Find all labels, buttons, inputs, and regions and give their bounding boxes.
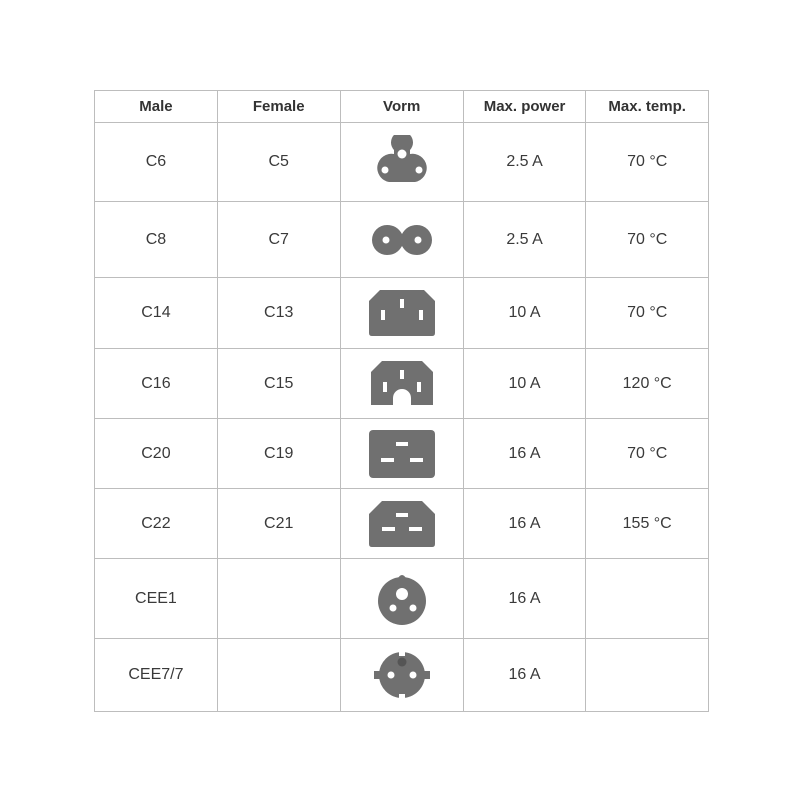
- table-row: C6 C5 2.5 A 70 °C: [94, 122, 709, 202]
- female-cell: C13: [216, 277, 341, 349]
- c5-cloverleaf-icon: [376, 135, 427, 182]
- shape-cell: [339, 277, 464, 349]
- header-male: Male: [94, 90, 218, 123]
- male-cell: CEE1: [94, 558, 218, 639]
- power-cell: 16 A: [462, 638, 587, 712]
- table-row: C20 C19 16 A 70 °C: [94, 418, 709, 489]
- table-row: C16 C15 10 A 120 °C: [94, 348, 709, 419]
- c15-icon: [370, 360, 433, 405]
- power-cell: 10 A: [462, 277, 587, 349]
- c19-icon: [368, 429, 435, 478]
- cee1-icon: [377, 574, 426, 625]
- male-cell: C16: [94, 348, 218, 419]
- temp-cell: [585, 638, 709, 712]
- temp-cell: [585, 558, 709, 639]
- power-cell: 2.5 A: [462, 122, 587, 202]
- shape-cell: [339, 201, 464, 278]
- male-cell: CEE7/7: [94, 638, 218, 712]
- shape-cell: [339, 418, 464, 489]
- female-cell: C7: [216, 201, 341, 278]
- male-cell: C8: [94, 201, 218, 278]
- header-max-temp: Max. temp.: [585, 90, 709, 123]
- power-cell: 10 A: [462, 348, 587, 419]
- temp-cell: 120 °C: [585, 348, 709, 419]
- cee7-7-icon: [373, 651, 430, 699]
- shape-cell: [339, 488, 464, 559]
- temp-cell: 70 °C: [585, 201, 709, 278]
- female-cell: C19: [216, 418, 341, 489]
- header-max-power: Max. power: [462, 90, 587, 123]
- table-row: C14 C13 10 A 70 °C: [94, 277, 709, 349]
- table-row: C8 C7 2.5 A 70 °C: [94, 201, 709, 278]
- table-row: CEE1 16 A: [94, 558, 709, 639]
- temp-cell: 70 °C: [585, 277, 709, 349]
- female-cell: C15: [216, 348, 341, 419]
- female-cell: C5: [216, 122, 341, 202]
- temp-cell: 155 °C: [585, 488, 709, 559]
- table-row: CEE7/7 16 A: [94, 638, 709, 712]
- header-female: Female: [216, 90, 341, 123]
- temp-cell: 70 °C: [585, 418, 709, 489]
- power-cell: 2.5 A: [462, 201, 587, 278]
- female-cell: [216, 638, 341, 712]
- c21-icon: [368, 500, 435, 547]
- power-cell: 16 A: [462, 558, 587, 639]
- male-cell: C6: [94, 122, 218, 202]
- c13-icon: [368, 290, 435, 336]
- shape-cell: [339, 122, 464, 202]
- female-cell: [216, 558, 341, 639]
- shape-cell: [339, 558, 464, 639]
- male-cell: C20: [94, 418, 218, 489]
- temp-cell: 70 °C: [585, 122, 709, 202]
- header-row: Male Female Vorm Max. power Max. temp.: [94, 90, 709, 123]
- c7-figure8-icon: [371, 224, 432, 255]
- power-cell: 16 A: [462, 488, 587, 559]
- table-row: C22 C21 16 A 155 °C: [94, 488, 709, 559]
- connector-table: Male Female Vorm Max. power Max. temp. C…: [94, 90, 709, 712]
- power-cell: 16 A: [462, 418, 587, 489]
- header-shape: Vorm: [339, 90, 464, 123]
- male-cell: C22: [94, 488, 218, 559]
- shape-cell: [339, 638, 464, 712]
- shape-cell: [339, 348, 464, 419]
- male-cell: C14: [94, 277, 218, 349]
- female-cell: C21: [216, 488, 341, 559]
